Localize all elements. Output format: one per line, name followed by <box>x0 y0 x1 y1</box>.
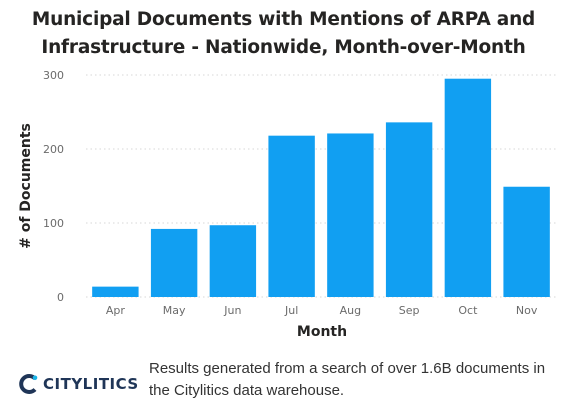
x-tick-labels: Apr May Jun Jul Aug Sep Oct Nov <box>106 304 538 317</box>
bar-aug <box>327 133 374 297</box>
bar-nov <box>503 186 550 297</box>
x-tick-label-nov: Nov <box>516 304 538 317</box>
y-tick-label: 0 <box>57 291 64 304</box>
y-tick-label: 200 <box>43 143 64 156</box>
footer-note: Results generated from a search of over … <box>149 360 546 399</box>
y-axis-label: # of Documents <box>18 123 34 249</box>
chart-title: Municipal Documents with Mentions of ARP… <box>0 6 567 62</box>
x-tick-label-jun: Jun <box>223 304 241 317</box>
bar-jul <box>268 135 315 297</box>
y-tick-labels: 0 100 200 300 <box>43 69 64 304</box>
bar-apr <box>92 286 139 297</box>
x-tick-label-sep: Sep <box>399 304 420 317</box>
y-tick-label: 300 <box>43 69 64 82</box>
x-axis-label: Month <box>297 324 347 340</box>
x-tick-label-aug: Aug <box>340 304 361 317</box>
bar-jun <box>209 225 257 297</box>
bar-sep <box>385 122 433 297</box>
bar-oct <box>444 78 492 297</box>
x-tick-label-jul: Jul <box>284 304 298 317</box>
y-tick-label: 100 <box>43 217 64 230</box>
bar-may <box>150 228 198 297</box>
citylitics-logo: CITYLITICS <box>18 372 139 396</box>
x-tick-label-may: May <box>163 304 186 317</box>
x-tick-label-apr: Apr <box>106 304 126 317</box>
bars <box>92 78 550 297</box>
brand-name: CITYLITICS <box>43 375 139 393</box>
citylitics-logo-icon <box>19 374 38 394</box>
x-tick-label-oct: Oct <box>458 304 478 317</box>
chart-title-line-2: Infrastructure - Nationwide, Month-over-… <box>41 37 526 58</box>
chart-title-line-1: Municipal Documents with Mentions of ARP… <box>31 9 536 30</box>
